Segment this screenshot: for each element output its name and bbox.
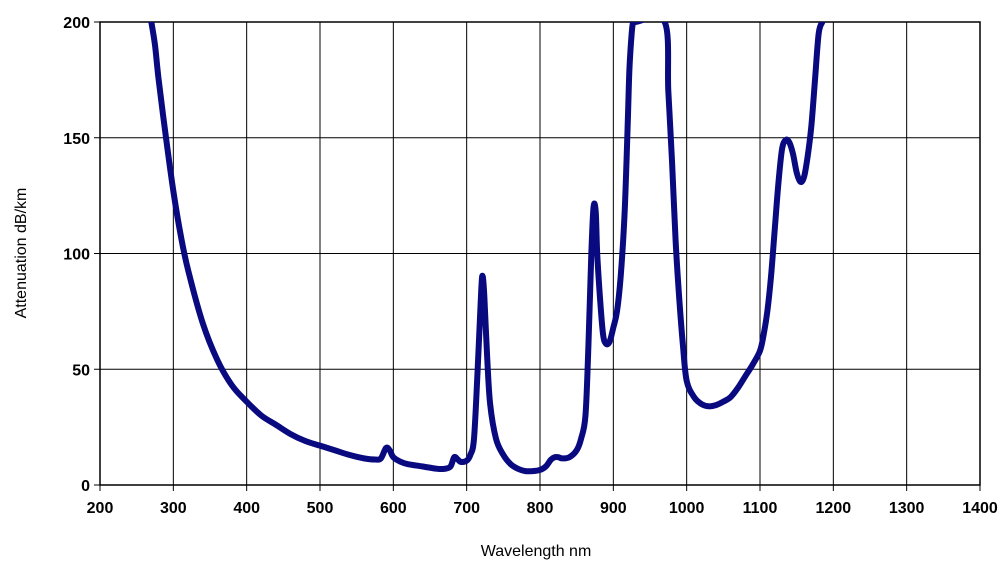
x-tick-label: 800: [527, 500, 554, 517]
y-tick-label: 100: [63, 247, 90, 264]
x-tick-label: 1200: [816, 500, 852, 517]
x-tick-label: 900: [600, 500, 627, 517]
y-tick-label: 200: [63, 15, 90, 32]
attenuation-series-line: [148, 22, 826, 475]
y-tick-label: 50: [72, 362, 90, 379]
x-tick-labels: 200 300 400 500 600 700 800 900 1000 1100 1200 1300…: [87, 500, 998, 517]
x-tick-label: 700: [453, 500, 480, 517]
x-tick-label: 200: [87, 500, 114, 517]
y-tick-labels: 0 50 100 150 200: [63, 15, 90, 495]
x-tick-label: 1100: [743, 500, 778, 517]
y-axis-title: Attenuation dB/km: [13, 188, 30, 319]
x-tick-label: 400: [233, 500, 260, 517]
x-tick-label: 500: [307, 500, 334, 517]
grid-lines: [94, 21, 981, 491]
x-tick-label: 1000: [669, 500, 705, 517]
x-axis-title: Wavelength nm: [481, 543, 592, 560]
x-tick-label: 1300: [889, 500, 925, 517]
x-tick-label: 600: [380, 500, 407, 517]
y-tick-label: 150: [63, 131, 90, 148]
series-group: [148, 22, 826, 475]
x-tick-label: 300: [160, 500, 187, 517]
x-tick-label: 1400: [962, 500, 998, 517]
y-tick-label: 0: [81, 478, 90, 495]
